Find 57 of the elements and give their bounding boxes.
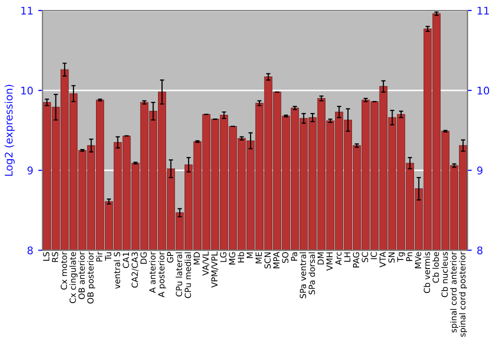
x-tick-label: IC bbox=[370, 252, 377, 260]
x-tick-label: MG bbox=[228, 252, 236, 264]
x-tick-label: MD bbox=[194, 252, 200, 264]
x-tick-label: Cb vermis bbox=[424, 252, 430, 294]
x-tick-label: CA2/CA3 bbox=[132, 252, 139, 288]
y-axis-title: Log2 (expression) bbox=[4, 84, 15, 176]
x-tick-label: MPA bbox=[273, 252, 280, 268]
x-tick-label: LS bbox=[43, 252, 50, 261]
x-tick-label: ventral S bbox=[114, 252, 120, 289]
x-tick-label: Cx cingulate bbox=[69, 252, 78, 304]
x-tick-label: OB anterior bbox=[78, 252, 85, 300]
x-tick-label: CA1 bbox=[122, 252, 130, 268]
y2-tick-label: 8 bbox=[477, 246, 482, 254]
x-tick-label: Tu bbox=[105, 252, 112, 261]
x-tick-label: PAG bbox=[352, 252, 360, 268]
y-tick-label: 8 bbox=[28, 246, 33, 254]
x-tick-label: SC bbox=[362, 252, 368, 262]
x-tick-label: Pa bbox=[291, 252, 298, 261]
y2-tick-label: 11 bbox=[478, 6, 489, 14]
x-tick-label: SPa dorsal bbox=[308, 252, 315, 294]
x-tick-label: A posterior bbox=[158, 252, 166, 298]
x-tick-label: Arc bbox=[335, 252, 342, 266]
x-tick-label: LG bbox=[220, 252, 226, 262]
x-tick-label: OB posterior bbox=[87, 252, 96, 304]
x-tick-label: CPu medial bbox=[184, 252, 192, 298]
x-tick-label: spinal cord posterior bbox=[459, 252, 468, 337]
y2-tick-label: 9 bbox=[477, 166, 482, 174]
x-tick-label: VPM/VPL bbox=[211, 252, 218, 288]
x-tick-label: MVe bbox=[415, 252, 422, 268]
x-tick-label: SN bbox=[388, 252, 395, 263]
x-tick-label: M bbox=[246, 252, 253, 258]
x-tick-label: spinal cord anterior bbox=[450, 252, 458, 332]
x-tick-label: VA/VL bbox=[202, 252, 210, 276]
x-tick-label: DG bbox=[140, 252, 147, 264]
x-tick-label: Cb nucleus bbox=[441, 252, 448, 298]
x-tick-label: Cx motor bbox=[60, 252, 68, 290]
x-tick-label: Tg bbox=[397, 252, 406, 262]
x-tick-label: RS bbox=[52, 252, 58, 262]
x-tick-label: GP bbox=[167, 252, 174, 263]
x-tick-label: A anterior bbox=[149, 252, 156, 293]
x-tick-label: VTA bbox=[380, 252, 386, 268]
x-tick-label: CPu lateral bbox=[176, 252, 182, 296]
x-tick-label: LH bbox=[344, 252, 350, 262]
x-tick-label: DM bbox=[318, 252, 324, 264]
y2-tick-label: 10 bbox=[478, 86, 490, 95]
x-tick-label: Cb lobe bbox=[432, 252, 439, 283]
x-tick-label: Hb bbox=[238, 252, 244, 262]
x-tick-label: SCN bbox=[264, 252, 271, 268]
x-tick-label: Pir bbox=[96, 252, 102, 262]
y-tick-label: 10 bbox=[21, 86, 33, 95]
y-tick-label: 9 bbox=[28, 166, 33, 174]
y-tick-label: 11 bbox=[21, 6, 33, 14]
x-tick-label: ME bbox=[256, 252, 262, 264]
x-tick-label: VMH bbox=[326, 252, 333, 271]
x-tick-label: SO bbox=[282, 252, 288, 263]
x-tick-label: SPa ventral bbox=[300, 252, 306, 298]
x-tick-label: Pn bbox=[406, 252, 412, 261]
